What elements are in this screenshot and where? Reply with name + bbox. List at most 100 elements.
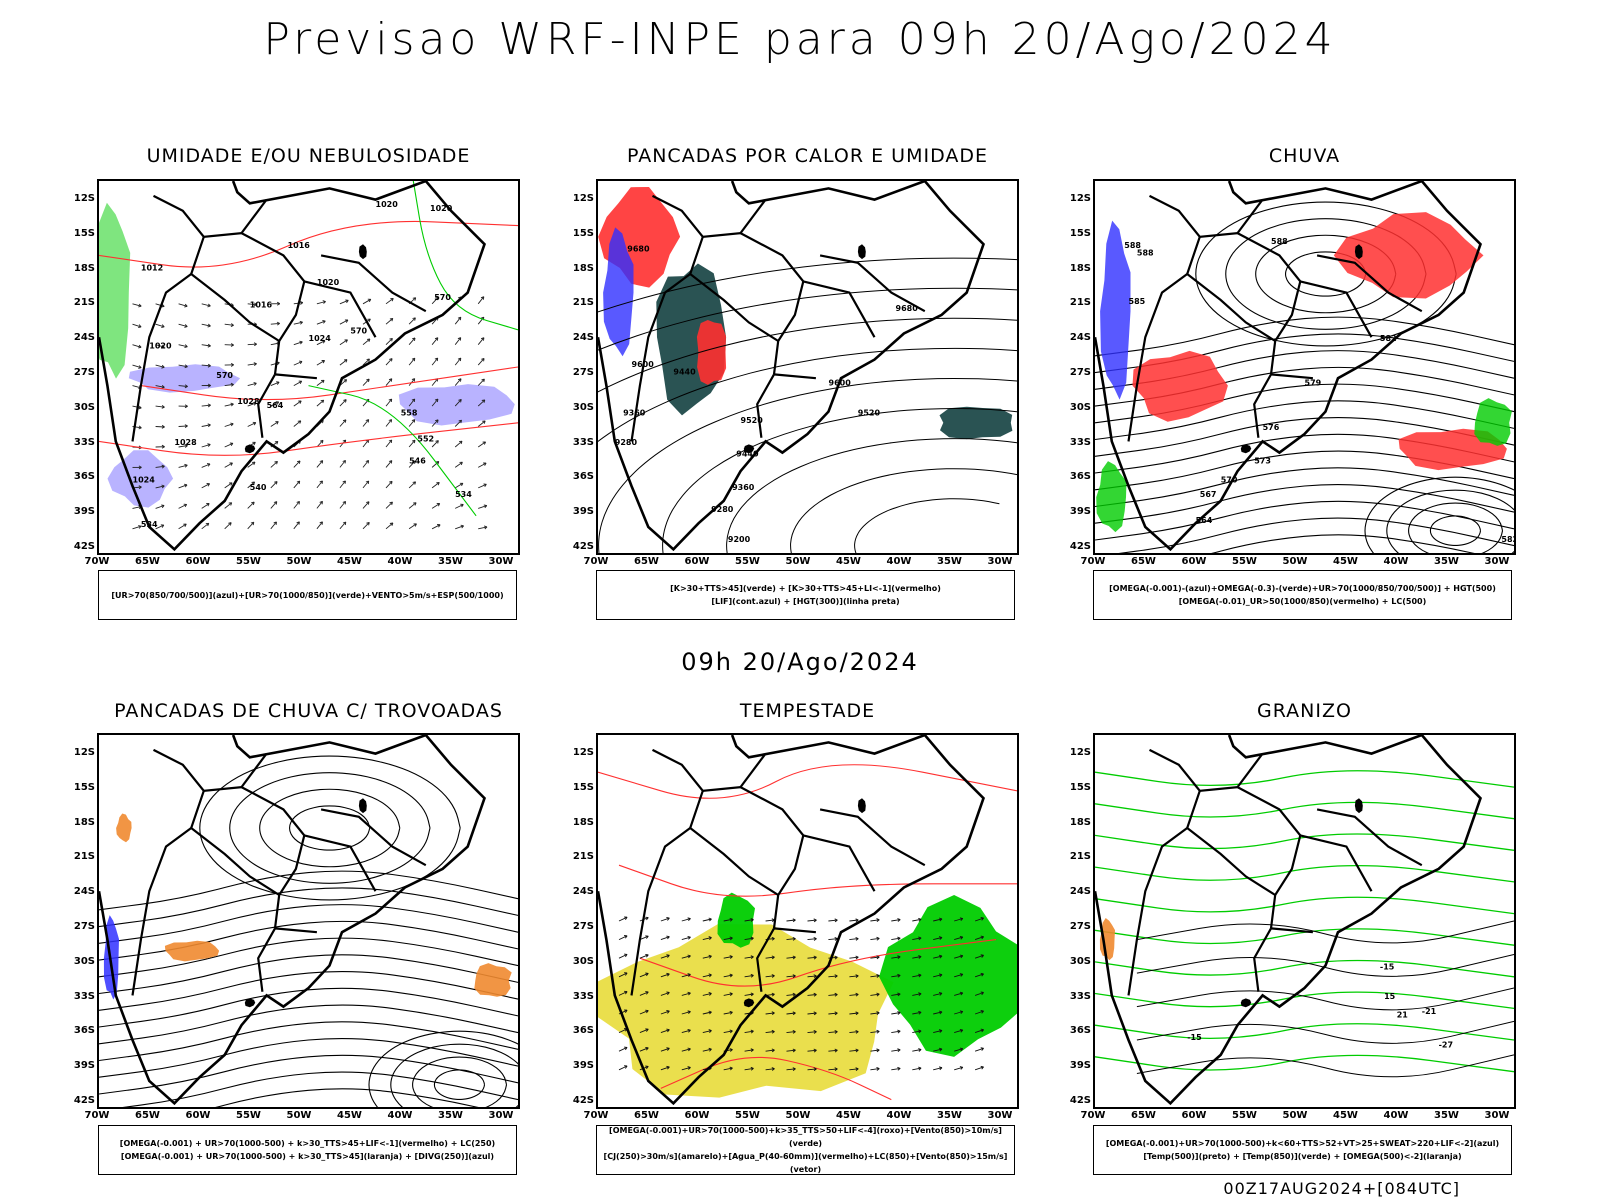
wind-vector [276, 381, 280, 385]
wind-vector [321, 360, 325, 364]
streamline [1095, 467, 1514, 508]
wind-vector [876, 1048, 880, 1053]
wind-vector [296, 460, 301, 464]
wind-vector [184, 463, 188, 468]
wind-vector [681, 1029, 691, 1034]
wind-vector [618, 1065, 628, 1071]
wind-vector [431, 524, 441, 530]
wind-vector [388, 398, 393, 403]
wind-vector [813, 936, 817, 941]
state-border [1185, 790, 1276, 896]
contour-label: 9280 [711, 505, 734, 514]
contour-label: 567 [1200, 490, 1217, 499]
wind-vector [708, 973, 712, 978]
wind-vector [687, 1047, 691, 1052]
streamline [1211, 534, 1475, 553]
streamline [1095, 483, 1514, 524]
streamline [1118, 517, 1514, 553]
wind-vector [478, 505, 487, 509]
wind-vector [316, 301, 326, 305]
wind-vector [270, 322, 280, 325]
lat-tick-label: 27S [1069, 367, 1091, 378]
lon-tick-label: 70W [1080, 556, 1106, 567]
wind-vector [385, 522, 394, 530]
wind-vector [437, 524, 441, 528]
wind-vector [980, 935, 984, 940]
wind-vector [870, 1030, 880, 1034]
lat-tick-label: 42S [572, 1095, 594, 1106]
wind-vector [618, 935, 628, 941]
wind-vector [813, 1067, 817, 1072]
wind-vector [729, 955, 733, 959]
state-border [652, 748, 805, 929]
streamline [368, 1030, 518, 1107]
lc-streamline [660, 1056, 892, 1101]
wind-vector [897, 992, 901, 997]
lat-tick-label: 36S [73, 471, 95, 483]
lon-tick-label: 50W [785, 556, 811, 567]
wind-vector [891, 956, 901, 959]
lat-tick-label: 18S [572, 816, 594, 828]
temp500-contour [1136, 954, 1514, 977]
map-panel-chuva: 588588585582579576573570567564588582 [1093, 179, 1516, 555]
lat-tick-label: 18S [73, 816, 95, 828]
wind-vector [660, 1066, 670, 1071]
wind-vector [660, 973, 670, 978]
lat-tick-label: 24S [572, 886, 594, 898]
streamline [99, 937, 518, 978]
wind-vector [834, 936, 838, 941]
wind-vector [828, 1031, 838, 1034]
wind-vector [454, 337, 462, 345]
wind-vector [435, 440, 439, 444]
wind-vector [708, 1047, 712, 1052]
streamline [1408, 502, 1504, 553]
wind-vector [813, 955, 817, 960]
wind-vector [339, 299, 349, 305]
lon-tick-label: 65W [135, 1110, 160, 1121]
wind-vector [385, 398, 393, 407]
wind-vector [624, 990, 628, 995]
wind-vector [897, 1029, 901, 1034]
wind-vector [477, 399, 486, 407]
wind-vector [624, 935, 628, 939]
wind-vector [687, 1028, 691, 1033]
legend-line: [CJ(250)>30m/s](amarelo)+[Agua_P(40-60mm… [603, 1152, 1008, 1174]
wind-vector [666, 954, 670, 958]
streamline [99, 954, 518, 995]
wind-vector [813, 1048, 817, 1053]
wind-vector [933, 937, 943, 941]
wind-vector [316, 320, 326, 325]
wind-vector [702, 937, 712, 941]
lat-tick-label: 18S [1069, 816, 1091, 828]
wind-vector [161, 444, 165, 449]
wind-vector [230, 343, 234, 347]
wind-vector [342, 521, 347, 526]
wind-vector [974, 936, 984, 941]
lat-tick-label: 36S [572, 471, 594, 483]
height-contour [662, 408, 1017, 553]
wind-vector [849, 1068, 859, 1071]
wind-vector [645, 1009, 649, 1014]
wind-vector [974, 1029, 984, 1034]
temp850-contour [1095, 991, 1514, 1010]
lon-tick-label: 35W [438, 1110, 463, 1121]
legend-line: [K>30+TTS>45](verde) + [K>30+TTS>45+LI<-… [670, 584, 941, 593]
contour-label: 588 [1271, 237, 1288, 246]
wind-vector [296, 521, 300, 525]
lat-tick-label: 27S [73, 921, 95, 932]
wind-vector [807, 919, 817, 922]
wind-vector [455, 525, 464, 530]
lon-tick-label: 55W [1232, 1110, 1257, 1121]
map-canvas [99, 735, 518, 1107]
wind-vector [938, 1066, 943, 1071]
wind-vector [411, 378, 416, 382]
wind-vector [385, 358, 393, 366]
lon-tick-label: 35W [1434, 556, 1459, 567]
wind-vector [891, 937, 901, 941]
wind-vector [855, 1048, 859, 1053]
wind-vector [933, 974, 943, 978]
wind-vector [201, 483, 210, 489]
wind-vector [436, 503, 441, 507]
state-border [688, 790, 779, 896]
wind-vector [834, 918, 838, 923]
